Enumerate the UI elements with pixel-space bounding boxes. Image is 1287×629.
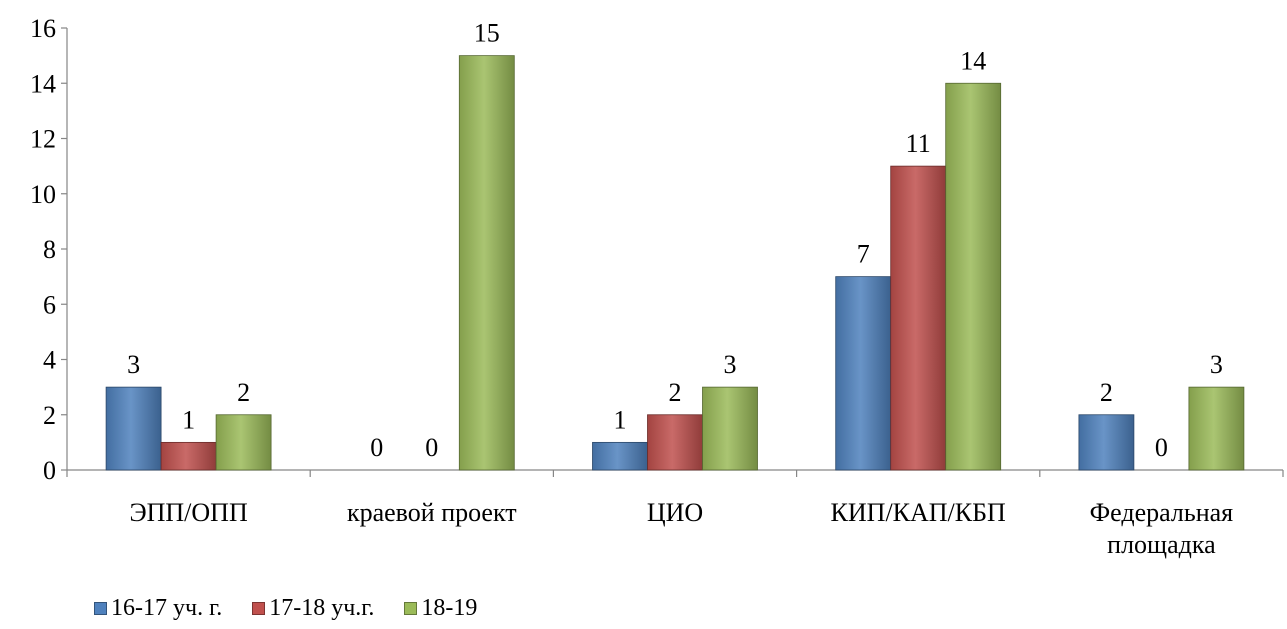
data-label: 1 <box>614 405 627 434</box>
bar <box>215 414 272 471</box>
bar <box>160 441 217 471</box>
data-label: 0 <box>370 433 383 462</box>
data-label: 11 <box>906 129 931 158</box>
x-tick-label: краевой проект <box>347 498 517 527</box>
y-tick-label: 2 <box>43 401 56 430</box>
bar <box>647 414 703 471</box>
data-label: 3 <box>724 350 737 379</box>
data-label: 2 <box>669 378 682 407</box>
bars <box>105 55 1245 471</box>
bar <box>702 386 758 471</box>
bar <box>105 386 162 471</box>
legend-item-series-3: 18-19 <box>404 595 477 622</box>
y-tick-label: 10 <box>30 180 56 209</box>
data-label: 2 <box>237 378 250 407</box>
y-tick-label: 0 <box>43 456 56 485</box>
y-tick-label: 14 <box>30 69 56 98</box>
legend-label-series-3: 18-19 <box>421 595 478 621</box>
data-label: 3 <box>1210 350 1223 379</box>
legend-swatch-series-2 <box>252 602 266 615</box>
x-tick-label: ЭПП/ОПП <box>129 498 247 527</box>
legend-label-series-1: 16-17 уч. г. <box>111 595 223 621</box>
x-tick-label: КИП/КАП/КБП <box>831 498 1007 527</box>
bar <box>835 276 892 471</box>
data-label: 7 <box>857 240 870 269</box>
x-axis: ЭПП/ОПП краевой проект ЦИО КИП/КАП/КБП Федер… <box>66 469 1284 559</box>
bar <box>458 55 515 471</box>
y-tick-label: 4 <box>43 346 56 375</box>
bar <box>592 441 648 471</box>
legend: 16-17 уч. г. 17-18 уч.г. 18-19 <box>94 595 507 622</box>
data-label: 1 <box>182 405 195 434</box>
data-label: 14 <box>960 46 986 75</box>
y-tick-label: 16 <box>30 14 56 43</box>
data-label: 0 <box>1155 433 1168 462</box>
bar <box>945 82 1002 471</box>
x-tick-label: ЦИО <box>647 498 703 527</box>
legend-label-series-2: 17-18 уч.г. <box>269 595 375 621</box>
bar <box>1078 414 1135 471</box>
data-label: 0 <box>425 433 438 462</box>
data-label: 3 <box>127 350 140 379</box>
y-tick-label: 6 <box>43 290 56 319</box>
y-axis: 0 2 4 6 8 10 12 14 16 <box>30 14 68 485</box>
x-tick-label: Федеральная площадка <box>1090 498 1234 559</box>
bar <box>1188 386 1245 471</box>
y-tick-label: 8 <box>43 235 56 264</box>
bar <box>890 165 947 471</box>
value-labels: 3 1 2 0 0 15 1 2 3 7 11 14 2 0 3 <box>127 19 1223 462</box>
legend-swatch-series-1 <box>94 602 107 615</box>
y-tick-label: 12 <box>30 125 56 154</box>
data-label: 15 <box>474 19 500 48</box>
legend-item-series-2: 17-18 уч.г. <box>252 595 374 622</box>
legend-swatch-series-3 <box>404 602 418 615</box>
data-label: 2 <box>1100 378 1113 407</box>
legend-item-series-1: 16-17 уч. г. <box>94 595 222 622</box>
